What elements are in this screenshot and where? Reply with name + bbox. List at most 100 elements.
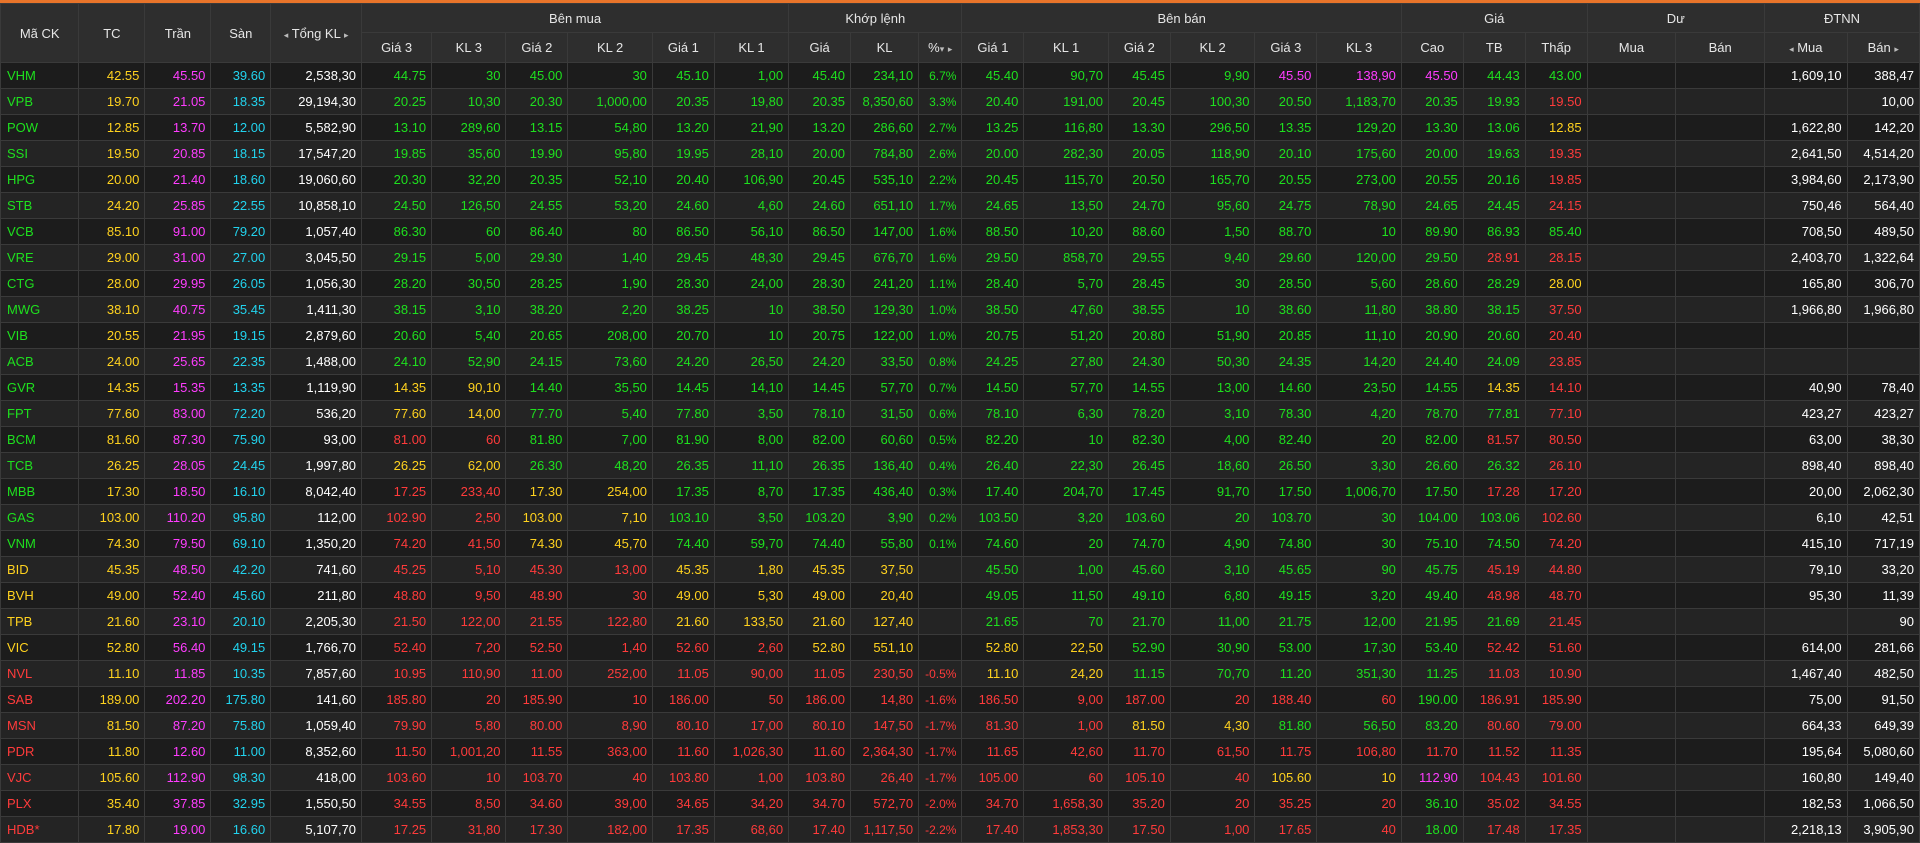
- table-row[interactable]: VNM 74.30 79.50 69.10 1,350,20 74.20 41,50 74.3…: [0, 530, 1920, 557]
- cell-match-1: 60,60: [850, 426, 920, 453]
- cell-buy-3: 54,80: [567, 114, 653, 141]
- table-row[interactable]: BVH 49.00 52.40 45.60 211,80 48.80 9,50 48.90 30…: [0, 582, 1920, 609]
- table-row[interactable]: MSN 81.50 87.20 75.80 1,059,40 79.90 5,80 80.00…: [0, 712, 1920, 739]
- table-row[interactable]: VPB 19.70 21.05 18.35 29,194,30 20.25 10,30 20.…: [0, 88, 1920, 115]
- cell-sell-1: 191,00: [1023, 88, 1109, 115]
- header-buy-2[interactable]: Giá 2: [505, 32, 569, 63]
- table-row[interactable]: VRE 29.00 31.00 27.00 3,045,50 29.15 5,00 29.30…: [0, 244, 1920, 271]
- header-buy-0[interactable]: Giá 3: [361, 32, 433, 63]
- table-row[interactable]: VCB 85.10 91.00 79.20 1,057,40 86.30 60 86.40 80…: [0, 218, 1920, 245]
- header-surplus-0[interactable]: Mua: [1586, 32, 1677, 63]
- cell-surplus-0: [1586, 790, 1677, 817]
- table-row[interactable]: SAB 189.00 202.20 175.80 141,60 185.80 20 185.9…: [0, 686, 1920, 713]
- scroll-left-icon[interactable]: ◂: [1789, 44, 1794, 54]
- scroll-right-icon[interactable]: ▸: [343, 29, 349, 40]
- header-match-price[interactable]: Giá: [788, 32, 852, 63]
- cell-match-0: 20.00: [788, 140, 852, 167]
- cell-match-2: -1.7%: [918, 712, 963, 739]
- cell-sell-1: 116,80: [1023, 114, 1109, 141]
- cell-buy-0: 52.40: [361, 634, 433, 661]
- cell-match-0: 186.00: [788, 686, 852, 713]
- cell-sell-1: 11,50: [1023, 582, 1109, 609]
- scroll-left-icon[interactable]: ◂: [283, 29, 289, 40]
- header-sell-0[interactable]: Giá 1: [961, 32, 1025, 63]
- table-row[interactable]: VHM 42.55 45.50 39.60 2,538,30 44.75 30 45.00 30…: [0, 62, 1920, 89]
- header-buy-4[interactable]: Giá 1: [651, 32, 715, 63]
- table-row[interactable]: TPB 21.60 23.10 20.10 2,205,30 21.50 122,00 21.…: [0, 608, 1920, 635]
- cell-surplus-1: [1675, 530, 1766, 557]
- cell-buy-0: 20.30: [361, 166, 433, 193]
- cell-price-1: 45.19: [1462, 556, 1526, 583]
- table-row[interactable]: ACB 24.00 25.65 22.35 1,488,00 24.10 52,90 24.1…: [0, 348, 1920, 375]
- header-match-pct-label: %: [928, 40, 940, 55]
- cell-ceil: 112.90: [144, 764, 212, 791]
- cell-surplus-0: [1586, 322, 1677, 349]
- header-sell-4[interactable]: Giá 3: [1254, 32, 1318, 63]
- cell-sell-3: 30: [1169, 270, 1256, 297]
- header-sell-3[interactable]: KL 2: [1169, 32, 1256, 63]
- scroll-right-icon[interactable]: ▸: [947, 44, 953, 54]
- cell-sell-1: 47,60: [1023, 296, 1109, 323]
- header-surplus-1[interactable]: Bán: [1675, 32, 1766, 63]
- table-row[interactable]: FPT 77.60 83.00 72.20 536,20 77.60 14,00 77.70 5…: [0, 400, 1920, 427]
- header-price-2[interactable]: Thấp: [1524, 32, 1588, 63]
- cell-foreign-0: 182,53: [1764, 790, 1848, 817]
- table-row[interactable]: MWG 38.10 40.75 35.45 1,411,30 38.15 3,10 38.20…: [0, 296, 1920, 323]
- cell-buy-0: 20.25: [361, 88, 433, 115]
- table-row[interactable]: GAS 103.00 110.20 95.80 112,00 102.90 2,50 103.…: [0, 504, 1920, 531]
- header-foreign-sell[interactable]: Bán ▸: [1846, 32, 1920, 63]
- header-sell-2[interactable]: Giá 2: [1107, 32, 1171, 63]
- table-row[interactable]: PDR 11.80 12.60 11.00 8,352,60 11.50 1,001,20 1…: [0, 738, 1920, 765]
- table-row[interactable]: PLX 35.40 37.85 32.95 1,550,50 34.55 8,50 34.60…: [0, 790, 1920, 817]
- header-match-volume[interactable]: KL: [850, 32, 920, 63]
- table-row[interactable]: BCM 81.60 87.30 75.90 93,00 81.00 60 81.80 7,00 8…: [0, 426, 1920, 453]
- cell-symbol: STB: [0, 192, 80, 219]
- cell-sell-0: 38.50: [961, 296, 1025, 323]
- cell-price-1: 26.32: [1462, 452, 1526, 479]
- table-row[interactable]: POW 12.85 13.70 12.00 5,582,90 13.10 289,60 13.…: [0, 114, 1920, 141]
- table-row[interactable]: BID 45.35 48.50 42.20 741,60 45.25 5,10 45.30 13…: [0, 556, 1920, 583]
- table-row[interactable]: VIB 20.55 21.95 19.15 2,879,60 20.60 5,40 20.65…: [0, 322, 1920, 349]
- cell-symbol: BCM: [0, 426, 80, 453]
- cell-match-1: 33,50: [850, 348, 920, 375]
- table-row[interactable]: NVL 11.10 11.85 10.35 7,857,60 10.95 110,90 11.…: [0, 660, 1920, 687]
- header-price-0[interactable]: Cao: [1400, 32, 1464, 63]
- table-row[interactable]: GVR 14.35 15.35 13.35 1,119,90 14.35 90,10 14.4…: [0, 374, 1920, 401]
- header-buy-3[interactable]: KL 2: [567, 32, 653, 63]
- sort-desc-icon[interactable]: ▾: [939, 44, 945, 54]
- cell-buy-4: 86.50: [651, 218, 715, 245]
- header-sell-1[interactable]: KL 1: [1023, 32, 1109, 63]
- table-row[interactable]: MBB 17.30 18.50 16.10 8,042,40 17.25 233,40 17.…: [0, 478, 1920, 505]
- header-match-pct[interactable]: %▾ ▸: [918, 32, 963, 63]
- table-row[interactable]: SSI 19.50 20.85 18.15 17,547,20 19.85 35,60 19.…: [0, 140, 1920, 167]
- cell-price-2: 43.00: [1524, 62, 1588, 89]
- header-symbol[interactable]: Mã CK: [0, 3, 80, 63]
- cell-ceil: 29.95: [144, 270, 212, 297]
- cell-surplus-1: [1675, 634, 1766, 661]
- header-group-foreign: ĐTNN: [1764, 3, 1920, 33]
- cell-sell-3: 11,00: [1169, 608, 1256, 635]
- header-foreign-buy[interactable]: ◂ Mua: [1764, 32, 1848, 63]
- cell-price-1: 103.06: [1462, 504, 1526, 531]
- header-floor[interactable]: Sàn: [210, 3, 272, 63]
- header-price-1[interactable]: TB: [1462, 32, 1526, 63]
- cell-ref: 52.80: [78, 634, 146, 661]
- table-row[interactable]: TCB 26.25 28.05 24.45 1,997,80 26.25 62,00 26.3…: [0, 452, 1920, 479]
- table-row[interactable]: STB 24.20 25.85 22.55 10,858,10 24.50 126,50 24…: [0, 192, 1920, 219]
- table-row[interactable]: CTG 28.00 29.95 26.05 1,056,30 28.20 30,50 28.2…: [0, 270, 1920, 297]
- header-ref[interactable]: TC: [78, 3, 146, 63]
- header-total-volume[interactable]: ◂ Tổng KL ▸: [270, 3, 363, 63]
- table-row[interactable]: VIC 52.80 56.40 49.15 1,766,70 52.40 7,20 52.50…: [0, 634, 1920, 661]
- scroll-right-icon[interactable]: ▸: [1894, 44, 1899, 54]
- header-buy-5[interactable]: KL 1: [713, 32, 790, 63]
- header-ceil[interactable]: Trần: [144, 3, 212, 63]
- cell-floor: 98.30: [210, 764, 272, 791]
- header-sell-5[interactable]: KL 3: [1316, 32, 1402, 63]
- table-row[interactable]: HPG 20.00 21.40 18.60 19,060,60 20.30 32,20 20.…: [0, 166, 1920, 193]
- cell-price-2: 21.45: [1524, 608, 1588, 635]
- table-row[interactable]: HDB* 17.80 19.00 16.60 5,107,70 17.25 31,80 17.…: [0, 816, 1920, 843]
- header-buy-1[interactable]: KL 3: [431, 32, 507, 63]
- cell-price-0: 190.00: [1400, 686, 1464, 713]
- table-row[interactable]: VJC 105.60 112.90 98.30 418,00 103.60 10 103.70…: [0, 764, 1920, 791]
- cell-sell-3: 4,30: [1169, 712, 1256, 739]
